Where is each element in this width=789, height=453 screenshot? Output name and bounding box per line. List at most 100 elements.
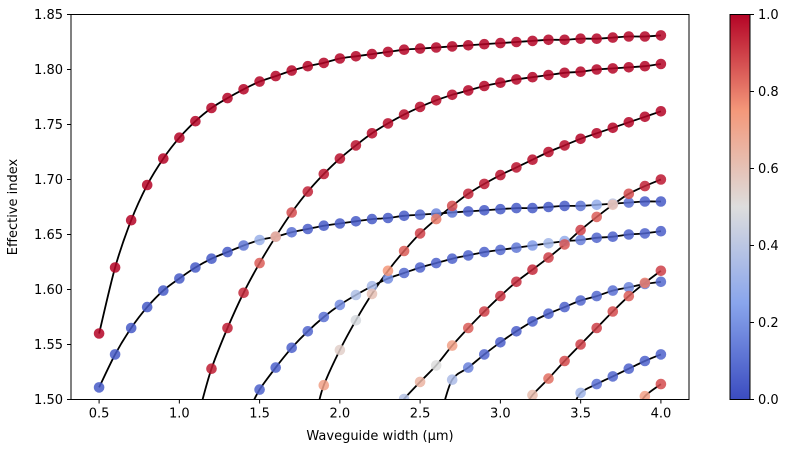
data-point	[222, 322, 233, 334]
data-point	[222, 92, 233, 104]
y-tick-label: 1.55	[34, 338, 63, 353]
data-point	[430, 360, 442, 371]
data-point	[495, 244, 506, 256]
data-point	[398, 393, 410, 400]
data-point	[109, 349, 121, 360]
data-point	[479, 178, 490, 190]
data-point	[495, 203, 506, 215]
data-point	[366, 280, 378, 292]
data-point	[623, 363, 635, 375]
data-point	[93, 328, 105, 339]
data-point	[366, 48, 378, 60]
data-point	[302, 326, 314, 337]
data-point	[623, 282, 635, 293]
data-point	[398, 44, 410, 55]
data-point	[639, 277, 651, 289]
y-axis-label: Effective index	[6, 158, 21, 255]
data-point	[254, 257, 265, 269]
data-point	[270, 231, 282, 242]
mode-points-mode-8-TE4	[527, 265, 667, 400]
data-point	[174, 132, 185, 143]
colorbar-tick-label: 0.2	[758, 316, 779, 331]
data-point	[254, 384, 265, 395]
data-point	[398, 109, 410, 120]
data-point	[639, 111, 651, 123]
data-point	[543, 238, 554, 249]
x-tick-label: 2.0	[330, 407, 351, 422]
data-point	[559, 355, 570, 367]
data-point	[206, 363, 217, 375]
data-point	[446, 89, 458, 101]
data-point	[414, 209, 426, 220]
data-point	[495, 290, 506, 302]
data-point	[543, 201, 554, 213]
data-point	[511, 242, 522, 253]
data-point	[575, 200, 586, 212]
data-point	[623, 229, 635, 240]
data-point	[591, 290, 602, 302]
data-point	[382, 265, 394, 277]
data-point	[382, 212, 394, 224]
y-tick-label: 1.50	[34, 393, 63, 408]
data-point	[591, 128, 602, 139]
data-point	[543, 308, 554, 320]
data-point	[527, 389, 538, 400]
data-point	[591, 64, 602, 75]
data-point	[639, 60, 651, 72]
data-point	[559, 239, 570, 250]
data-point	[125, 214, 137, 226]
plot-border	[70, 14, 690, 400]
mode-points-mode-1-TE0	[93, 30, 667, 339]
colorbar-tick-label: 0.4	[758, 239, 779, 254]
data-point	[446, 253, 458, 264]
colorbar: 0.0 0.2 0.4 0.6 0.8 1.0	[729, 8, 779, 408]
data-point	[655, 225, 667, 237]
y-tick-label: 1.65	[34, 228, 63, 243]
data-point	[543, 373, 554, 384]
data-point	[607, 32, 619, 43]
data-point	[511, 162, 522, 173]
data-point	[527, 35, 538, 47]
data-point	[607, 231, 619, 242]
data-point	[639, 390, 651, 400]
curves-layer	[98, 34, 662, 400]
data-point	[430, 42, 442, 53]
colorbar-tick-label: 1.0	[758, 8, 779, 23]
data-point	[527, 316, 538, 327]
data-point	[575, 387, 586, 399]
data-point	[414, 228, 426, 239]
data-point	[591, 378, 602, 390]
x-tick-label: 3.5	[570, 407, 591, 422]
data-point	[238, 84, 249, 95]
data-point	[495, 169, 506, 181]
x-tick-label: 2.5	[410, 407, 431, 422]
mode-points-mode-10-TE5	[639, 378, 667, 400]
data-point	[430, 213, 442, 225]
x-tick-label: 4.0	[651, 407, 672, 422]
data-point	[607, 199, 619, 211]
colorbar-tick-label: 0.6	[758, 162, 779, 177]
data-point	[463, 188, 474, 200]
data-point	[511, 276, 522, 288]
data-point	[543, 146, 554, 158]
data-point	[286, 342, 298, 354]
data-point	[463, 85, 474, 96]
data-point	[479, 306, 490, 317]
data-point	[655, 265, 667, 277]
data-point	[334, 53, 346, 64]
data-point	[93, 382, 105, 393]
data-point	[479, 349, 490, 360]
mode-line-mode-8-TE4	[528, 270, 662, 400]
data-point	[623, 31, 635, 42]
mode-curve-mode-5-TE2	[318, 110, 662, 400]
data-point	[302, 223, 314, 235]
y-tick-label: 1.60	[34, 283, 63, 298]
data-point	[463, 40, 474, 51]
data-point	[559, 67, 570, 79]
data-point	[238, 240, 249, 251]
data-point	[639, 228, 651, 239]
data-point	[366, 128, 378, 139]
data-point	[623, 62, 635, 73]
data-point	[158, 153, 169, 164]
data-point	[350, 315, 362, 326]
